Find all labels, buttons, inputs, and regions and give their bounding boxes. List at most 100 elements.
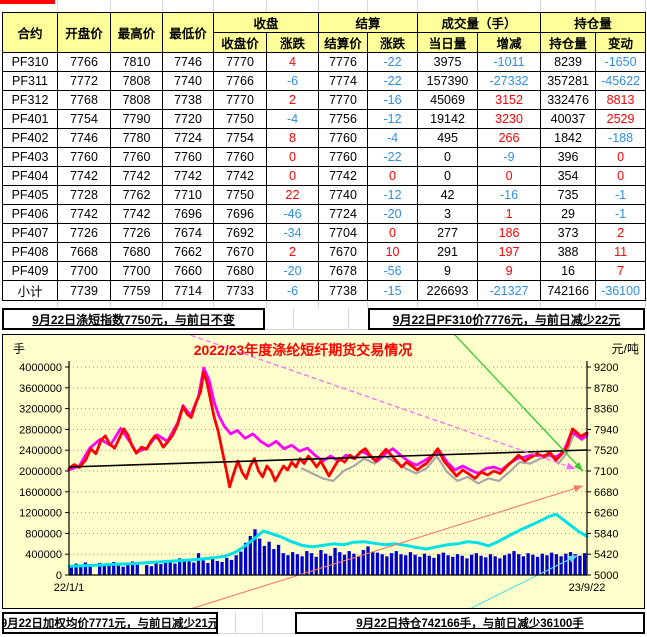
cell-PF404-3[interactable]: 7742: [162, 166, 214, 186]
cell-小计-0[interactable]: 小计: [2, 280, 58, 301]
cell-PF402-7[interactable]: -4: [367, 128, 419, 148]
cell-PF405-0[interactable]: PF405: [2, 185, 58, 205]
sub-header-0[interactable]: 收盘价: [213, 32, 267, 53]
cell-PF402-8[interactable]: 495: [417, 128, 479, 148]
cell-PF407-2[interactable]: 7726: [110, 223, 163, 243]
cell-PF407-9[interactable]: 186: [477, 223, 542, 243]
cell-PF402-4[interactable]: 7754: [213, 128, 267, 148]
group-header-1[interactable]: 结算: [318, 12, 419, 33]
cell-PF312-11[interactable]: 8813: [595, 90, 647, 110]
cell-PF408-11[interactable]: 11: [595, 242, 647, 262]
sub-header-5[interactable]: 增减: [477, 32, 542, 53]
weighted-average-banner[interactable]: 9月22日加权均价7771元，与前日减少21元: [2, 612, 218, 634]
cell-PF404-11[interactable]: 0: [595, 166, 647, 186]
cell-PF409-0[interactable]: PF409: [2, 261, 58, 281]
sub-header-2[interactable]: 结算价: [318, 32, 369, 53]
cell-PF407-10[interactable]: 373: [540, 223, 597, 243]
cell-PF401-2[interactable]: 7790: [110, 109, 163, 129]
sub-header-3[interactable]: 涨跌: [367, 32, 419, 53]
cell-PF403-8[interactable]: 0: [417, 147, 479, 167]
cell-PF404-7[interactable]: 0: [367, 166, 419, 186]
cell-PF312-4[interactable]: 7770: [213, 90, 267, 110]
cell-PF405-3[interactable]: 7710: [162, 185, 214, 205]
cell-PF311-5[interactable]: -6: [265, 71, 320, 91]
cell-PF401-6[interactable]: 7756: [318, 109, 369, 129]
cell-PF310-10[interactable]: 8239: [540, 52, 597, 72]
column-header-0[interactable]: 合约: [2, 12, 58, 53]
cell-PF311-1[interactable]: 7772: [57, 71, 111, 91]
cell-PF403-3[interactable]: 7760: [162, 147, 214, 167]
group-header-2[interactable]: 成交量（手）: [417, 12, 542, 33]
group-header-0[interactable]: 收盘: [212, 12, 320, 33]
cell-PF401-0[interactable]: PF401: [2, 109, 58, 129]
cell-PF312-5[interactable]: 2: [265, 90, 320, 110]
cell-PF310-0[interactable]: PF310: [2, 52, 58, 72]
index-banner[interactable]: 9月22日涤短指数7750元，与前日不变: [2, 308, 265, 330]
cell-PF404-9[interactable]: 0: [477, 166, 542, 186]
futures-chart[interactable]: 0 5000 400000 5420 800000 5840 1200000 6260 1600…: [2, 334, 645, 609]
column-header-2[interactable]: 最高价: [110, 12, 163, 53]
cell-PF406-9[interactable]: 1: [477, 204, 542, 224]
cell-PF311-11[interactable]: -45622: [595, 71, 647, 91]
cell-PF407-7[interactable]: 0: [367, 223, 419, 243]
cell-PF409-9[interactable]: 9: [477, 261, 542, 281]
cell-PF311-10[interactable]: 357281: [540, 71, 597, 91]
cell-PF312-6[interactable]: 7770: [318, 90, 369, 110]
cell-PF310-5[interactable]: 4: [265, 52, 320, 72]
cell-PF406-6[interactable]: 7724: [318, 204, 369, 224]
cell-PF403-2[interactable]: 7760: [110, 147, 163, 167]
cell-PF401-3[interactable]: 7720: [162, 109, 214, 129]
cell-PF409-6[interactable]: 7678: [318, 261, 369, 281]
cell-PF408-0[interactable]: PF408: [2, 242, 58, 262]
cell-PF403-11[interactable]: 0: [595, 147, 647, 167]
cell-PF401-8[interactable]: 19142: [417, 109, 479, 129]
cell-PF405-4[interactable]: 7750: [213, 185, 267, 205]
cell-PF401-10[interactable]: 40037: [540, 109, 597, 129]
cell-PF406-7[interactable]: -20: [367, 204, 419, 224]
cell-PF310-9[interactable]: -1011: [477, 52, 542, 72]
cell-PF408-1[interactable]: 7668: [57, 242, 111, 262]
cell-PF312-8[interactable]: 45069: [417, 90, 479, 110]
cell-PF406-0[interactable]: PF406: [2, 204, 58, 224]
cell-PF406-4[interactable]: 7696: [213, 204, 267, 224]
cell-PF404-6[interactable]: 7742: [318, 166, 369, 186]
cell-PF310-3[interactable]: 7746: [162, 52, 214, 72]
cell-PF311-4[interactable]: 7766: [213, 71, 267, 91]
cell-PF311-7[interactable]: -22: [367, 71, 419, 91]
cell-PF405-6[interactable]: 7740: [318, 185, 369, 205]
cell-小计-9[interactable]: -21327: [477, 280, 542, 301]
cell-PF404-1[interactable]: 7742: [57, 166, 111, 186]
cell-PF312-7[interactable]: -16: [367, 90, 419, 110]
cell-小计-11[interactable]: -36100: [595, 280, 647, 301]
cell-PF404-2[interactable]: 7742: [110, 166, 163, 186]
cell-PF408-2[interactable]: 7680: [110, 242, 163, 262]
cell-PF310-4[interactable]: 7770: [213, 52, 267, 72]
cell-PF406-5[interactable]: -46: [265, 204, 320, 224]
cell-小计-5[interactable]: -6: [265, 280, 320, 301]
cell-小计-2[interactable]: 7759: [110, 280, 163, 301]
cell-PF409-2[interactable]: 7700: [110, 261, 163, 281]
cell-PF403-1[interactable]: 7760: [57, 147, 111, 167]
cell-PF403-6[interactable]: 7760: [318, 147, 369, 167]
cell-PF409-7[interactable]: -56: [367, 261, 419, 281]
cell-PF407-0[interactable]: PF407: [2, 223, 58, 243]
cell-PF403-0[interactable]: PF403: [2, 147, 58, 167]
cell-PF408-9[interactable]: 197: [477, 242, 542, 262]
cell-PF403-7[interactable]: -22: [367, 147, 419, 167]
cell-PF402-1[interactable]: 7746: [57, 128, 111, 148]
cell-PF408-8[interactable]: 291: [417, 242, 479, 262]
column-header-1[interactable]: 开盘价: [57, 12, 111, 53]
cell-小计-4[interactable]: 7733: [213, 280, 267, 301]
cell-PF409-1[interactable]: 7700: [57, 261, 111, 281]
cell-PF405-8[interactable]: 42: [417, 185, 479, 205]
cell-PF403-10[interactable]: 396: [540, 147, 597, 167]
cell-PF402-11[interactable]: -188: [595, 128, 647, 148]
cell-PF408-3[interactable]: 7662: [162, 242, 214, 262]
cell-PF312-1[interactable]: 7768: [57, 90, 111, 110]
open-interest-banner[interactable]: 9月22日持仓742166手，与前日减少36100手: [295, 612, 645, 634]
group-header-3[interactable]: 持仓量: [540, 12, 647, 33]
cell-PF409-10[interactable]: 16: [540, 261, 597, 281]
sub-header-6[interactable]: 持仓量: [540, 32, 597, 53]
cell-PF402-2[interactable]: 7780: [110, 128, 163, 148]
cell-PF408-4[interactable]: 7670: [213, 242, 267, 262]
